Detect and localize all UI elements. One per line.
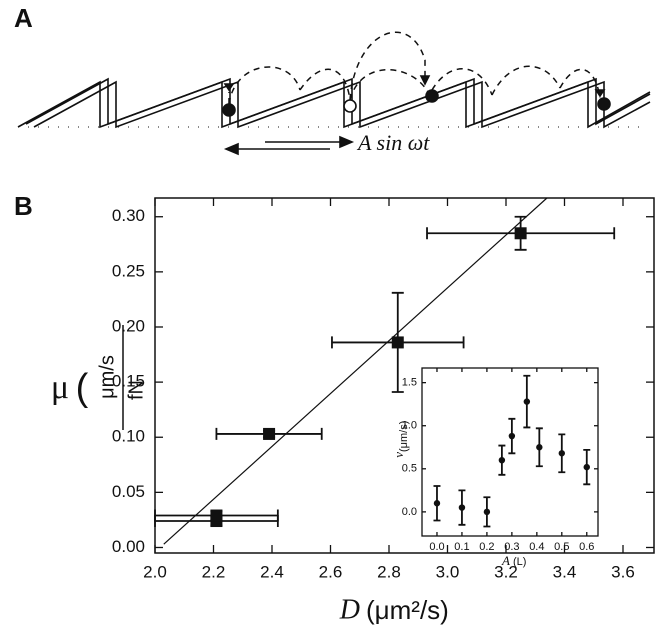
y-tick-label: 0.30 bbox=[112, 206, 145, 225]
ratchet-diagram bbox=[17, 31, 651, 156]
x-tick-label: 0.5 bbox=[554, 541, 569, 553]
x-tick-label: 0.6 bbox=[579, 541, 594, 553]
x-tick-label: 3.4 bbox=[553, 562, 577, 581]
inset-y-label: v bbox=[391, 452, 406, 458]
panel-label: A bbox=[14, 3, 33, 33]
x-tick-label: 0.2 bbox=[479, 541, 494, 553]
y-tick-label: 0.05 bbox=[112, 482, 145, 501]
paren: ( bbox=[76, 367, 89, 409]
data-point bbox=[536, 444, 543, 451]
fit-line bbox=[163, 197, 548, 545]
x-tick-label: 3.0 bbox=[436, 562, 460, 581]
y-tick-label: 1.0 bbox=[402, 420, 417, 432]
y-tick-label: 0.15 bbox=[112, 372, 145, 391]
x-tick-label: 2.0 bbox=[143, 562, 167, 581]
x-tick-label: 3.2 bbox=[494, 562, 518, 581]
y-tick-label: 0.10 bbox=[112, 427, 145, 446]
x-tick-label: 2.6 bbox=[319, 562, 343, 581]
y-tick-label: 1.5 bbox=[402, 377, 417, 389]
inset-frame bbox=[421, 367, 599, 537]
inset-x-label: A bbox=[501, 553, 510, 568]
x-tick-label: 2.8 bbox=[377, 562, 401, 581]
data-point bbox=[558, 450, 566, 457]
x-tick-label: 2.2 bbox=[202, 562, 226, 581]
y-tick-label: 0.20 bbox=[112, 316, 145, 335]
data-point bbox=[583, 463, 590, 471]
x-tick-label: 0.1 bbox=[454, 541, 469, 553]
x-tick-label: 0.0 bbox=[429, 541, 444, 553]
y-axis-unit: μm/s bbox=[96, 355, 118, 399]
data-point bbox=[391, 336, 404, 349]
y-tick-label: 0.25 bbox=[112, 261, 145, 280]
x-axis-label: D bbox=[339, 594, 360, 625]
x-tick-label: 0.3 bbox=[504, 541, 519, 553]
data-point bbox=[210, 509, 223, 522]
x-tick-label: 2.4 bbox=[260, 562, 284, 581]
inset-y-unit: (μm/s) bbox=[398, 421, 410, 452]
data-point bbox=[514, 227, 527, 240]
data-point bbox=[508, 432, 516, 440]
data-point bbox=[458, 504, 466, 511]
oscillation-label: A sin ωt bbox=[356, 130, 430, 155]
data-point bbox=[433, 500, 441, 507]
y-axis-unit: fN bbox=[125, 380, 147, 400]
x-tick-label: 0.4 bbox=[529, 541, 544, 553]
data-point bbox=[483, 508, 491, 516]
y-tick-label: 0.00 bbox=[112, 537, 145, 556]
x-tick-label: 3.6 bbox=[611, 562, 635, 581]
data-point bbox=[523, 398, 531, 405]
y-tick-label: 0.0 bbox=[402, 506, 417, 518]
panel-label: B bbox=[14, 191, 33, 221]
y-tick-label: 0.5 bbox=[402, 463, 417, 475]
inset-x-unit: (L) bbox=[513, 556, 526, 568]
x-axis-unit: (μm²/s) bbox=[366, 595, 449, 625]
data-point bbox=[263, 427, 276, 440]
plot-frame bbox=[154, 197, 655, 554]
y-axis-label: μ bbox=[51, 369, 69, 406]
data-point bbox=[498, 456, 506, 464]
